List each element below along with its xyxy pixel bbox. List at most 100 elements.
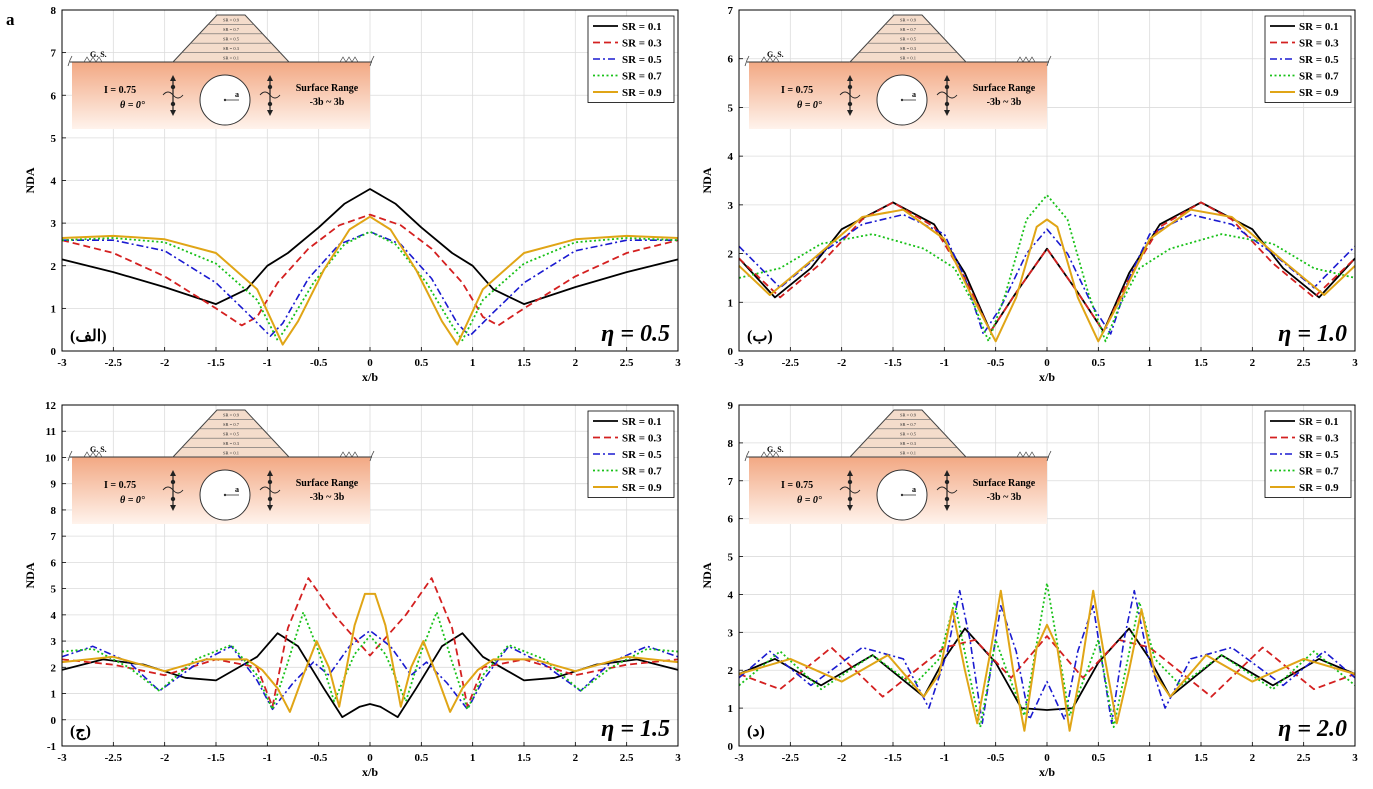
hatch-mark (760, 56, 768, 63)
x-tick-label: 1.5 (517, 357, 531, 369)
eta-label: η = 1.0 (1278, 321, 1347, 347)
chart-panel-3: SR = 0.9SR = 0.7SR = 0.5SR = 0.3SR = 0.1… (23, 400, 681, 779)
wave-arrow-head-down (267, 505, 273, 511)
wave-arrow-head-up (267, 470, 273, 476)
break-mark (744, 55, 750, 67)
x-tick-label: -2.5 (782, 752, 800, 764)
incidence-I-label: I = 0.75 (781, 480, 813, 491)
surface-range-value: -3b ~ 3b (987, 492, 1022, 503)
legend-label: SR = 0.5 (622, 449, 662, 461)
break-mark (369, 450, 375, 462)
wave-dot (170, 496, 176, 502)
legend-label: SR = 0.3 (622, 38, 662, 50)
chart-panel-1: SR = 0.9SR = 0.7SR = 0.5SR = 0.3SR = 0.1… (23, 5, 681, 384)
x-tick-label: 0.5 (414, 752, 428, 764)
series-line-sr-5 (738, 589, 1356, 725)
radius-label: a (912, 90, 916, 99)
series-line-sr-3 (61, 213, 679, 327)
legend-label: SR = 0.5 (1299, 449, 1339, 461)
x-tick-label: -2 (837, 752, 847, 764)
y-axis-title: NDA (23, 562, 37, 588)
wave-squiggle (839, 91, 861, 99)
legend: SR = 0.1 SR = 0.3 SR = 0.5 SR = 0.7 SR = 0.9 (587, 15, 675, 103)
panel-tag: (د) (747, 723, 765, 740)
wave-dot (847, 479, 853, 485)
break-mark (744, 450, 750, 462)
y-axis-title: NDA (700, 167, 714, 193)
eta-label: η = 1.5 (601, 716, 670, 742)
wave-squiggle (162, 486, 184, 494)
hatch-mark (1022, 56, 1030, 63)
y-tick-label: 1 (51, 303, 57, 315)
wave-arrow-head-down (944, 110, 950, 116)
x-tick-label: 3 (1352, 752, 1358, 764)
wave-arrow-head-up (267, 75, 273, 81)
embankment-layer-label: SR = 0.9 (223, 18, 240, 23)
surface-range-title: Surface Range (973, 83, 1036, 94)
x-axis-title: x/b (1039, 370, 1055, 384)
wave-arrow-head-down (847, 110, 853, 116)
embankment-layer-label: SR = 0.3 (900, 441, 917, 446)
hatch-mark (1016, 56, 1024, 63)
inset-schematic: SR = 0.9 SR = 0.7 SR = 0.5 SR = 0.3 SR = 0.1… (744, 409, 1052, 524)
y-tick-label: 3 (728, 627, 734, 639)
x-tick-label: -3 (734, 752, 744, 764)
x-tick-label: -3 (57, 357, 67, 369)
hatch-mark (89, 56, 97, 63)
inset-schematic: SR = 0.9 SR = 0.7 SR = 0.5 SR = 0.3 SR = 0.1… (67, 14, 375, 129)
y-tick-label: 3 (51, 636, 57, 648)
series-line-sr-7 (61, 611, 679, 711)
hatch-mark (351, 451, 359, 458)
wave-dot (847, 496, 853, 502)
x-tick-label: -1 (263, 752, 272, 764)
y-tick-label: 3 (728, 200, 734, 212)
ground-surface-label: G. S. (90, 445, 107, 454)
eta-label: η = 0.5 (601, 321, 670, 347)
x-axis-title: x/b (362, 370, 378, 384)
chart-panel-2: SR = 0.9SR = 0.7SR = 0.5SR = 0.3SR = 0.1… (700, 5, 1358, 384)
embankment-layer-label: SR = 0.5 (223, 37, 240, 42)
hatch-mark (95, 451, 103, 458)
y-tick-label: 4 (728, 151, 734, 163)
legend-box (1264, 410, 1352, 498)
wave-arrow-head-up (847, 470, 853, 476)
y-tick-label: 11 (46, 426, 56, 438)
embankment-layer-label: SR = 0.1 (900, 55, 916, 60)
y-tick-label: 1 (728, 297, 734, 309)
wave-squiggle (936, 486, 958, 494)
wave-squiggle (259, 91, 281, 99)
wave-arrow-head-down (170, 505, 176, 511)
inset-schematic: SR = 0.9 SR = 0.7 SR = 0.5 SR = 0.3 SR = 0.1… (744, 14, 1052, 129)
x-tick-label: -1.5 (207, 357, 225, 369)
y-tick-label: 6 (51, 90, 57, 102)
series-line-sr-3 (738, 201, 1356, 333)
wave-arrow-head-up (944, 75, 950, 81)
x-tick-label: 1.5 (517, 752, 531, 764)
hatch-mark (772, 451, 780, 458)
hatch-mark (766, 56, 774, 63)
x-tick-label: -2 (160, 357, 170, 369)
legend-label: SR = 0.1 (622, 416, 662, 428)
legend-label: SR = 0.5 (1299, 54, 1339, 66)
embankment-layer-label: SR = 0.7 (900, 27, 917, 32)
legend-label: SR = 0.3 (1299, 38, 1339, 50)
y-tick-label: 5 (728, 102, 734, 114)
x-tick-label: -0.5 (310, 752, 328, 764)
series-line-sr-5 (738, 213, 1356, 335)
y-tick-label: 5 (51, 584, 57, 596)
center-dot (900, 493, 904, 497)
center-dot (900, 98, 904, 102)
y-tick-label: 7 (51, 531, 57, 543)
hatch-mark (345, 451, 353, 458)
x-tick-label: 2 (573, 357, 579, 369)
x-tick-label: -0.5 (987, 752, 1005, 764)
center-dot (223, 493, 227, 497)
y-tick-label: 4 (51, 610, 57, 622)
embankment-layer-label: SR = 0.5 (900, 432, 917, 437)
wave-dot (944, 479, 950, 485)
legend-label: SR = 0.7 (1299, 71, 1339, 83)
x-tick-label: -2.5 (105, 752, 123, 764)
incidence-I-label: I = 0.75 (104, 85, 136, 96)
y-tick-label: 8 (51, 5, 57, 17)
